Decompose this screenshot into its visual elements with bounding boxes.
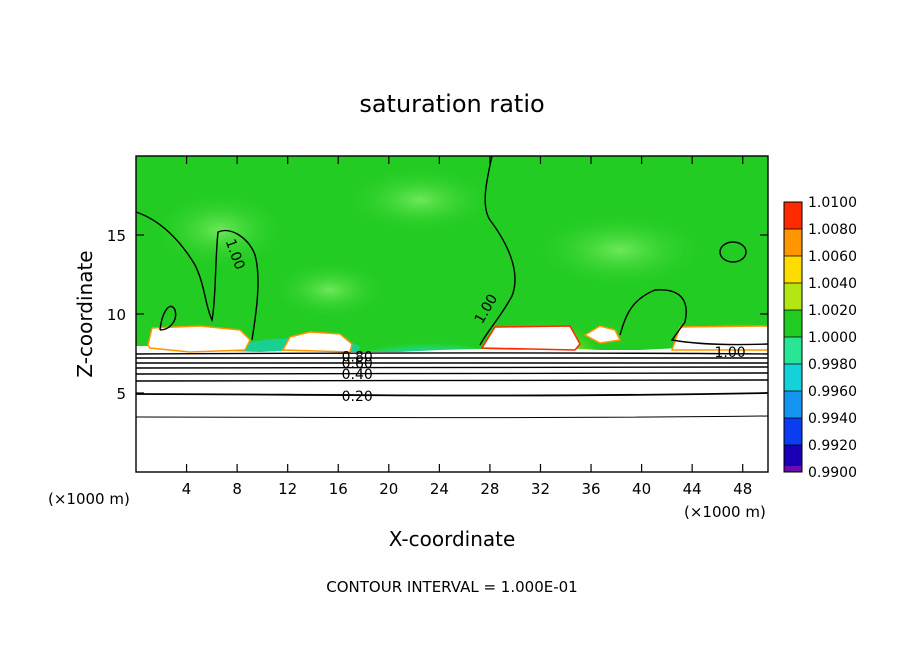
x-tick-label: 12 (278, 480, 297, 498)
colorbar-swatch (784, 364, 802, 391)
colorbar-swatch (784, 337, 802, 364)
contour-label: 0.20 (342, 389, 373, 405)
x-axis-ticks: 4 8 12 16 20 24 28 32 36 40 44 48 (182, 156, 752, 498)
contour-line (136, 379, 768, 382)
contour-line (136, 356, 768, 359)
y-tick-label: 15 (107, 227, 126, 245)
contour-1.00-right (619, 289, 768, 346)
cloud-blob (281, 331, 353, 353)
x-tick-label: 4 (182, 480, 192, 498)
x-tick-label: 28 (480, 480, 499, 498)
y-axis-ticks: 5 10 15 (107, 227, 768, 403)
x-tick-label: 32 (531, 480, 550, 498)
x-unit-right: (×1000 m) (684, 503, 766, 521)
colorbar-swatch (784, 445, 802, 472)
plot-area (136, 156, 768, 472)
x-tick-label: 16 (329, 480, 348, 498)
colorbar-swatch (784, 310, 802, 337)
x-tick-label: 40 (632, 480, 651, 498)
field-light-patch (530, 210, 710, 290)
x-tick-label: 20 (379, 480, 398, 498)
colorbar-label: 0.9920 (808, 438, 857, 454)
x-tick-label: 8 (232, 480, 242, 498)
y-axis-label: Z-coordinate (73, 250, 97, 377)
chart-title: saturation ratio (359, 90, 544, 118)
x-tick-label: 44 (683, 480, 702, 498)
colorbar-swatch (784, 202, 802, 229)
contour-1.00-mid (479, 156, 516, 346)
x-tick-label: 36 (581, 480, 600, 498)
field-light-patch (340, 165, 500, 235)
contour-label: 0.40 (342, 367, 373, 383)
cloud-blob (480, 325, 581, 351)
colorbar-swatch (784, 229, 802, 256)
colorbar-swatch (784, 466, 802, 472)
x-unit-left: (×1000 m) (48, 490, 130, 508)
contour-label: 1.00 (714, 345, 745, 361)
y-tick-label: 10 (107, 306, 126, 324)
colorbar-label: 1.0100 (808, 195, 857, 211)
colorbar: 0.9900 0.9920 0.9940 0.9960 0.9980 1.0000 1.00… (783, 195, 857, 481)
cloud-blob (583, 325, 622, 344)
contour-line (136, 415, 768, 419)
colorbar-label: 0.9980 (808, 357, 857, 373)
contour-line (136, 366, 768, 369)
colorbar-label: 1.0040 (808, 276, 857, 292)
y-tick-label: 5 (116, 385, 126, 403)
contour-1.00-left (136, 211, 259, 341)
contour-label: 0.80 (342, 350, 373, 366)
colorbar-label: 0.9900 (808, 465, 857, 481)
contour-line (136, 392, 768, 397)
contour-label: 0.60 (342, 356, 373, 372)
colorbar-swatch (784, 256, 802, 283)
contour-1.00-closed (719, 241, 747, 263)
contour-lines (136, 156, 768, 346)
x-axis-label: X-coordinate (389, 527, 516, 551)
contour-line (136, 361, 768, 364)
colorbar-label: 1.0020 (808, 303, 857, 319)
contour-1.00-small (159, 305, 177, 331)
field-no-data-region (136, 346, 768, 472)
colorbar-swatch (784, 283, 802, 310)
field-light-patch (150, 190, 290, 270)
colorbar-label: 1.0000 (808, 330, 857, 346)
colorbar-label: 1.0060 (808, 249, 857, 265)
field-light-patch (270, 260, 390, 320)
colorbar-swatch (784, 418, 802, 445)
contour-line (136, 372, 768, 375)
colorbar-label: 0.9960 (808, 384, 857, 400)
x-tick-label: 24 (430, 480, 449, 498)
colorbar-label: 1.0080 (808, 222, 857, 238)
colorbar-swatch (784, 391, 802, 418)
contour-interval-note: CONTOUR INTERVAL = 1.000E-01 (326, 578, 577, 596)
colorbar-label: 0.9940 (808, 411, 857, 427)
x-tick-label: 48 (733, 480, 752, 498)
contour-line (136, 352, 768, 355)
